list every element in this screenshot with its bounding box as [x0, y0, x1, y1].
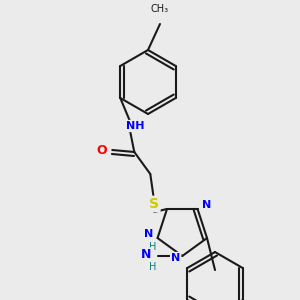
Text: N: N: [202, 200, 211, 210]
Text: N: N: [171, 253, 180, 263]
Text: O: O: [97, 143, 107, 157]
Text: H: H: [148, 262, 156, 272]
Text: S: S: [149, 197, 159, 211]
Text: CH₃: CH₃: [151, 4, 169, 14]
Text: NH: NH: [126, 121, 145, 131]
Text: N: N: [141, 248, 152, 261]
Text: N: N: [144, 229, 154, 239]
Text: H: H: [148, 242, 156, 252]
